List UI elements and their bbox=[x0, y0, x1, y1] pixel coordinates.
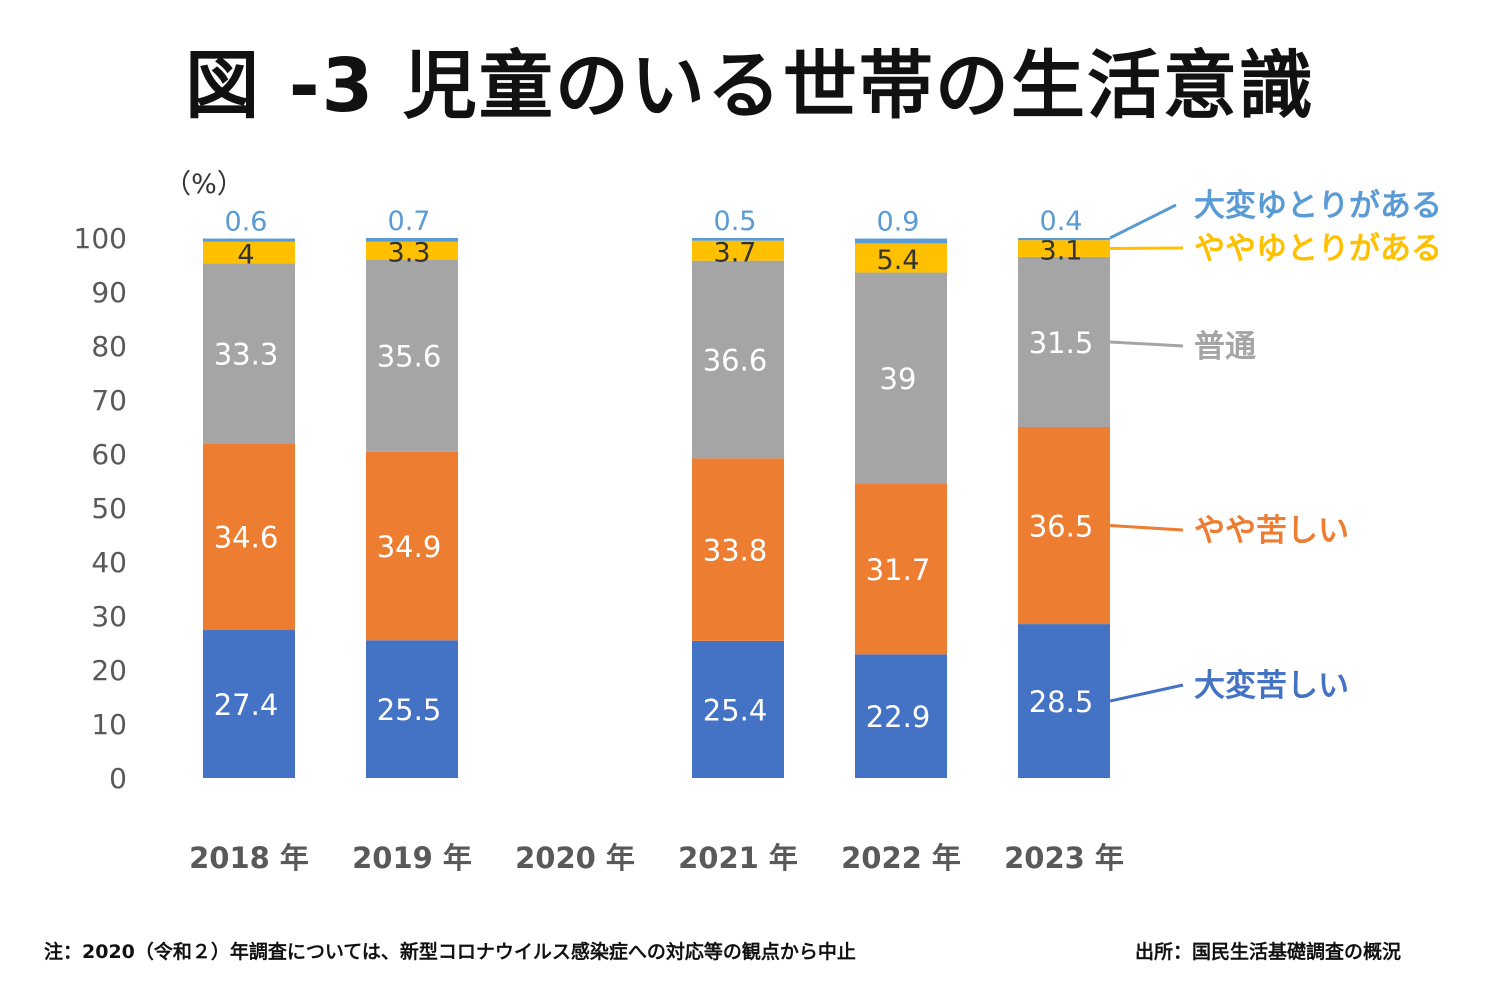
legend-label: ややゆとりがある bbox=[1194, 231, 1442, 267]
data-label: 3.7 bbox=[714, 238, 757, 269]
y-tick-label: 80 bbox=[91, 330, 127, 363]
source-note: 出所：国民生活基礎調査の概況 bbox=[1135, 941, 1402, 963]
data-label: 33.3 bbox=[214, 337, 279, 371]
bar-area: 27.4 34.6 33.3 40.6 25.5 34.9 35.6 3.30.7 25.4 33… bbox=[203, 206, 1110, 778]
footnote: 注：2020（令和２）年調査については、新型コロナウイルス感染症への対応等の観点… bbox=[44, 941, 856, 963]
legend-label: 大変ゆとりがある bbox=[1194, 188, 1442, 224]
y-tick-label: 10 bbox=[91, 708, 127, 741]
bar-segment bbox=[1018, 240, 1110, 257]
bar-segment bbox=[692, 640, 784, 778]
legend-leader-line bbox=[1109, 203, 1177, 240]
data-label: 25.5 bbox=[377, 693, 442, 727]
x-tick-label: 2018 年 bbox=[189, 841, 309, 875]
bar-segment bbox=[366, 259, 458, 452]
bar-segment bbox=[1018, 238, 1110, 241]
data-label: 4 bbox=[237, 240, 254, 271]
y-tick-label: 90 bbox=[91, 276, 127, 309]
data-label: 0.6 bbox=[225, 207, 268, 238]
legend-leader-line bbox=[1109, 683, 1184, 703]
y-tick-label: 40 bbox=[91, 546, 127, 579]
data-label: 22.9 bbox=[866, 700, 931, 734]
data-label: 0.7 bbox=[388, 206, 431, 237]
y-axis-ticks: 0 10 20 30 40 50 60 70 80 90 100 bbox=[74, 222, 127, 795]
data-label: 0.5 bbox=[714, 206, 757, 237]
x-tick-label: 2023 年 bbox=[1004, 841, 1124, 875]
data-label: 27.4 bbox=[214, 688, 279, 722]
data-label: 34.9 bbox=[377, 530, 442, 564]
data-label: 25.4 bbox=[703, 693, 768, 727]
legend-label: やや苦しい bbox=[1194, 513, 1349, 549]
data-label: 31.5 bbox=[1029, 326, 1094, 360]
bar-segment bbox=[855, 483, 947, 655]
bar-segment bbox=[366, 640, 458, 778]
data-label: 35.6 bbox=[377, 340, 442, 374]
y-tick-label: 0 bbox=[109, 762, 127, 795]
data-label: 3.1 bbox=[1040, 236, 1083, 267]
bar-segment bbox=[692, 458, 784, 641]
data-label: 3.3 bbox=[388, 238, 431, 269]
y-tick-label: 70 bbox=[91, 384, 127, 417]
bar-segment bbox=[203, 241, 295, 264]
bar-segment bbox=[1018, 624, 1110, 778]
bar-segment bbox=[855, 654, 947, 778]
bar-segment bbox=[855, 238, 947, 244]
data-label: 0.4 bbox=[1040, 206, 1083, 237]
bar-segment bbox=[203, 443, 295, 631]
bar-segment bbox=[366, 241, 458, 260]
y-tick-label: 30 bbox=[91, 600, 127, 633]
data-label: 28.5 bbox=[1029, 685, 1094, 719]
bar-segment bbox=[692, 238, 784, 241]
data-label: 0.9 bbox=[877, 207, 920, 238]
y-tick-label: 60 bbox=[91, 438, 127, 471]
data-label: 33.8 bbox=[703, 534, 768, 568]
x-tick-label: 2019 年 bbox=[352, 841, 472, 875]
x-axis-labels: 2018 年 2019 年 2020 年 2021 年 2022 年 2023 年 bbox=[189, 841, 1124, 875]
legend-label: 大変苦しい bbox=[1194, 668, 1349, 704]
bar-segment bbox=[692, 240, 784, 261]
bar-segment bbox=[855, 243, 947, 273]
bar-segment bbox=[1018, 427, 1110, 625]
data-label: 36.6 bbox=[703, 344, 768, 378]
data-label: 34.6 bbox=[214, 521, 279, 555]
x-tick-label: 2020 年 bbox=[515, 841, 635, 875]
legend-leader-line bbox=[1109, 340, 1184, 348]
bar-segment bbox=[1018, 256, 1110, 427]
bar-segment bbox=[203, 238, 295, 242]
chart-title: 図 -3 児童のいる世帯の生活意識 bbox=[185, 43, 1315, 129]
bar-segment bbox=[203, 630, 295, 778]
bar-segment bbox=[203, 263, 295, 444]
data-label: 5.4 bbox=[877, 245, 920, 276]
legend-leader-line bbox=[1109, 524, 1184, 532]
data-label: 39 bbox=[880, 362, 917, 396]
data-label: 36.5 bbox=[1029, 510, 1094, 544]
bar-segment bbox=[855, 272, 947, 484]
x-tick-label: 2022 年 bbox=[841, 841, 961, 875]
y-tick-label: 50 bbox=[91, 492, 127, 525]
y-tick-label: 100 bbox=[74, 222, 127, 255]
legend-label: 普通 bbox=[1194, 329, 1256, 365]
y-tick-label: 20 bbox=[91, 654, 127, 687]
bar-segment bbox=[692, 260, 784, 459]
bar-segment bbox=[366, 238, 458, 242]
legend-leader-line bbox=[1109, 246, 1184, 251]
data-label: 31.7 bbox=[866, 553, 931, 587]
y-axis-unit-label: （%） bbox=[164, 169, 244, 200]
bar-segment bbox=[366, 451, 458, 641]
x-tick-label: 2021 年 bbox=[678, 841, 798, 875]
